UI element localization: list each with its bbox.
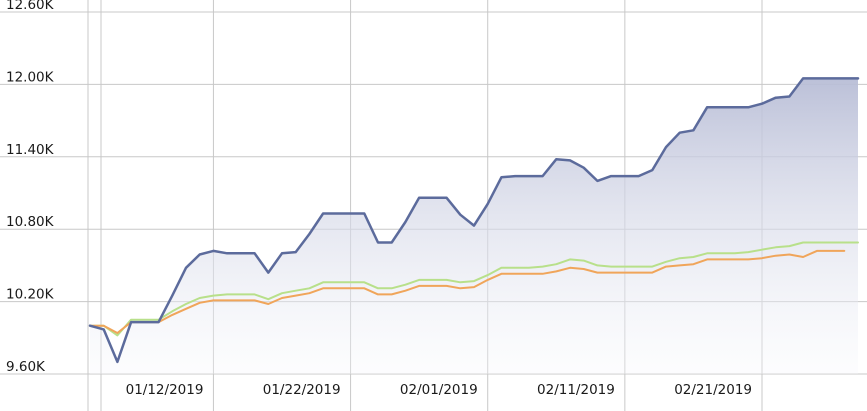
series-3-line: [89, 249, 846, 334]
y-tick-label: 11.40K: [6, 142, 55, 158]
x-tick-label: 02/21/2019: [674, 382, 752, 398]
y-axis-ticks: 9.60K 10.20K 10.80K 11.40K 12.00K 12.60K: [6, 0, 55, 375]
y-tick-label: 12.00K: [6, 69, 55, 85]
x-tick-label: 01/12/2019: [126, 382, 204, 398]
x-tick-label: 01/22/2019: [263, 382, 341, 398]
y-tick-label: 10.20K: [6, 287, 55, 303]
series-2-line: [89, 241, 859, 337]
y-tick-label: 12.60K: [6, 0, 55, 13]
series-1-line: [88, 77, 860, 364]
series-lines: [88, 77, 860, 364]
y-tick-label: 9.60K: [6, 359, 46, 375]
x-tick-label: 02/11/2019: [537, 382, 615, 398]
y-tick-label: 10.80K: [6, 214, 55, 230]
x-axis-ticks: 01/12/2019 01/22/2019 02/01/2019 02/11/2019…: [126, 382, 752, 398]
x-tick-label: 02/01/2019: [400, 382, 478, 398]
